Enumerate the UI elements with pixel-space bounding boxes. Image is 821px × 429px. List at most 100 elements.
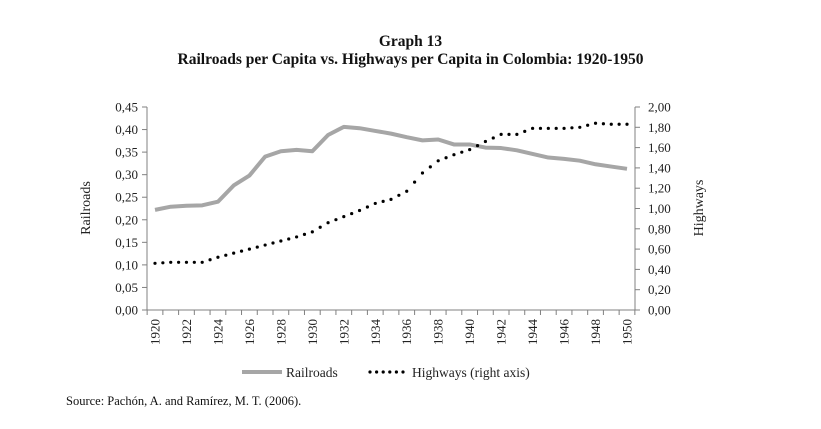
highways-dot	[318, 225, 322, 229]
highways-point	[357, 208, 362, 213]
x-tick-label: 1948	[588, 319, 603, 345]
x-tick-label: 1932	[336, 319, 351, 345]
series-railroads	[154, 124, 628, 212]
legend-dot	[388, 370, 392, 374]
x-tick-label: 1926	[242, 319, 257, 346]
chart-title: Graph 13	[378, 33, 443, 50]
x-axis-ticks: 1920 1922 1924 1926 1928 1930 1932 1934 1936 1938…	[146, 310, 636, 346]
right-tick-label: 2,00	[648, 100, 671, 115]
highways-dot	[350, 211, 354, 216]
x-tick-label: 1944	[525, 319, 540, 346]
highways-point	[593, 121, 598, 125]
highways-dot	[287, 237, 291, 241]
x-tick-label: 1928	[273, 319, 288, 345]
right-tick-label: 1,60	[648, 140, 671, 155]
highways-dot	[570, 126, 574, 130]
highways-dot	[334, 218, 338, 222]
highways-dot	[444, 156, 448, 160]
x-tick-label: 1920	[148, 319, 163, 345]
highways-dot	[617, 122, 621, 126]
highways-dot	[507, 132, 511, 137]
x-tick-label: 1946	[557, 319, 572, 346]
right-tick-label: 0,60	[648, 242, 671, 257]
highways-dot	[255, 245, 259, 249]
legend: Railroads Highways (right axis)	[242, 365, 530, 380]
highways-dot	[397, 193, 401, 197]
highways-point	[578, 125, 582, 129]
highways-dot	[601, 122, 606, 126]
highways-point	[531, 126, 535, 130]
highways-point	[153, 261, 157, 265]
x-tick-label: 1922	[179, 319, 194, 345]
x-tick-label: 1930	[305, 319, 320, 345]
source-note: Source: Pachón, A. and Ramírez, M. T. (2…	[66, 394, 302, 408]
highways-point	[546, 126, 550, 130]
right-tick-label: 0,40	[648, 262, 671, 277]
axes	[146, 107, 636, 311]
highways-dot	[161, 261, 165, 265]
left-tick-label: 0,35	[115, 145, 138, 160]
x-tick-label: 1934	[368, 319, 383, 346]
left-tick-label: 0,25	[115, 190, 138, 205]
series-group	[153, 121, 629, 265]
right-tick-label: 0,00	[648, 303, 671, 318]
highways-point	[232, 251, 236, 255]
highways-point	[373, 201, 377, 206]
highways-point	[420, 171, 425, 175]
left-axis-ticks: 0,00 0,05 0,10 0,15 0,20 0,25 0,30 0,35 0,40 0,45	[115, 100, 147, 318]
x-tick-label: 1924	[210, 319, 225, 346]
right-tick-label: 0,20	[648, 282, 671, 297]
highways-point	[184, 260, 189, 264]
railroads-line	[154, 124, 628, 212]
highways-point	[326, 221, 330, 225]
right-tick-label: 1,00	[648, 201, 671, 216]
legend-dot	[368, 370, 372, 374]
highways-dot	[428, 165, 432, 169]
legend-highways-label: Highways (right axis)	[412, 365, 530, 380]
highways-dot	[192, 260, 196, 264]
highways-point	[468, 148, 472, 152]
highways-point	[483, 139, 487, 144]
left-tick-label: 0,30	[115, 167, 138, 182]
highways-point	[247, 247, 251, 251]
right-tick-label: 0,80	[648, 221, 671, 236]
highways-dot	[523, 129, 527, 133]
left-tick-label: 0,00	[115, 303, 138, 318]
highways-point	[515, 132, 519, 137]
highways-point	[263, 243, 267, 247]
highways-point	[169, 260, 173, 264]
legend-dot	[401, 370, 405, 374]
chart: 0,00 0,05 0,10 0,15 0,20 0,25 0,30 0,35 0,40 0,45…	[79, 100, 707, 381]
highways-dot	[302, 232, 307, 236]
highways-dot	[460, 150, 464, 154]
legend-dot	[394, 370, 398, 374]
highways-point	[389, 197, 393, 201]
legend-dot	[381, 370, 385, 374]
x-tick-label: 1940	[462, 319, 477, 345]
left-tick-label: 0,10	[115, 257, 138, 272]
left-tick-label: 0,40	[115, 122, 138, 137]
right-tick-label: 1,20	[648, 181, 671, 196]
chart-subtitle: Railroads per Capita vs. Highways per Ca…	[177, 51, 644, 68]
highways-point	[342, 215, 346, 219]
y-axis-label-right: Highways	[692, 180, 707, 237]
highways-point	[499, 132, 503, 137]
y-axis-label-left: Railroads	[79, 181, 94, 235]
highways-point	[625, 122, 629, 126]
legend-railroads-label: Railroads	[286, 365, 338, 380]
highways-point	[200, 260, 204, 264]
highways-point	[609, 122, 613, 126]
right-tick-label: 1,80	[648, 120, 671, 135]
highways-dot	[491, 136, 495, 140]
left-tick-label: 0,05	[115, 280, 138, 295]
legend-dot	[375, 370, 379, 374]
left-tick-label: 0,15	[115, 235, 138, 250]
highways-dot	[365, 205, 369, 209]
highways-dot	[208, 258, 212, 262]
x-tick-label: 1938	[431, 319, 446, 345]
highways-dot	[177, 260, 181, 264]
x-tick-label: 1942	[494, 319, 509, 345]
highways-dot	[475, 143, 480, 148]
highways-point	[310, 230, 314, 234]
highways-dot	[554, 126, 558, 130]
